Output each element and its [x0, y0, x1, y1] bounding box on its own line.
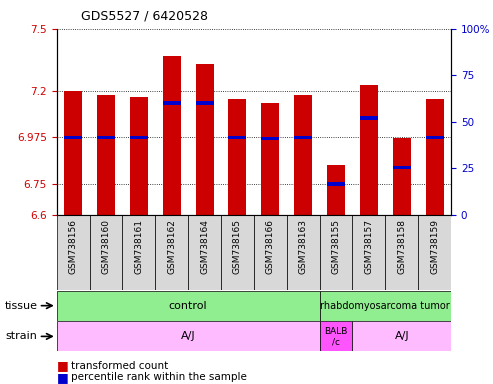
Bar — [319, 215, 352, 290]
Bar — [163, 56, 181, 215]
Bar — [425, 136, 444, 139]
Bar — [261, 103, 280, 215]
Bar — [196, 101, 213, 105]
Bar — [130, 136, 148, 139]
Text: GSM738157: GSM738157 — [364, 219, 373, 274]
Bar — [163, 101, 181, 105]
Bar — [64, 91, 82, 215]
Text: BALB
/c: BALB /c — [324, 327, 348, 346]
Bar — [386, 215, 418, 290]
Bar — [97, 136, 115, 139]
Bar — [122, 215, 155, 290]
Text: rhabdomyosarcoma tumor: rhabdomyosarcoma tumor — [320, 301, 450, 311]
Bar — [360, 116, 378, 120]
Bar — [57, 215, 90, 290]
Bar — [57, 321, 319, 351]
Bar — [360, 84, 378, 215]
Bar — [254, 215, 287, 290]
Bar — [130, 97, 148, 215]
Text: GSM738166: GSM738166 — [266, 219, 275, 274]
Text: percentile rank within the sample: percentile rank within the sample — [71, 372, 247, 382]
Bar — [352, 215, 386, 290]
Bar — [393, 139, 411, 215]
Bar — [57, 291, 319, 321]
Bar — [221, 215, 254, 290]
Bar — [97, 95, 115, 215]
Bar — [352, 321, 451, 351]
Bar — [418, 215, 451, 290]
Bar — [294, 136, 312, 139]
Text: GSM738162: GSM738162 — [167, 219, 176, 274]
Text: GDS5527 / 6420528: GDS5527 / 6420528 — [81, 9, 209, 22]
Text: GSM738164: GSM738164 — [200, 219, 209, 274]
Bar — [287, 215, 319, 290]
Text: GSM738165: GSM738165 — [233, 219, 242, 274]
Bar — [327, 182, 345, 186]
Text: GSM738160: GSM738160 — [102, 219, 110, 274]
Text: strain: strain — [5, 331, 37, 341]
Bar — [294, 95, 312, 215]
Text: GSM738155: GSM738155 — [332, 219, 341, 274]
Text: GSM738163: GSM738163 — [299, 219, 308, 274]
Bar — [425, 99, 444, 215]
Text: A/J: A/J — [181, 331, 195, 341]
Bar — [90, 215, 122, 290]
Bar — [155, 215, 188, 290]
Bar — [188, 215, 221, 290]
Text: transformed count: transformed count — [71, 361, 169, 371]
Bar — [228, 99, 246, 215]
Bar — [261, 137, 280, 140]
Bar — [393, 166, 411, 169]
Bar — [196, 64, 213, 215]
Text: GSM738159: GSM738159 — [430, 219, 439, 274]
Text: GSM738156: GSM738156 — [69, 219, 77, 274]
Bar — [319, 291, 451, 321]
Text: A/J: A/J — [394, 331, 409, 341]
Bar — [319, 321, 352, 351]
Text: ■: ■ — [57, 359, 69, 372]
Text: GSM738161: GSM738161 — [135, 219, 143, 274]
Bar — [228, 136, 246, 139]
Bar — [64, 136, 82, 139]
Text: tissue: tissue — [5, 301, 38, 311]
Text: control: control — [169, 301, 208, 311]
Text: GSM738158: GSM738158 — [397, 219, 406, 274]
Text: ■: ■ — [57, 371, 69, 384]
Bar — [327, 166, 345, 215]
